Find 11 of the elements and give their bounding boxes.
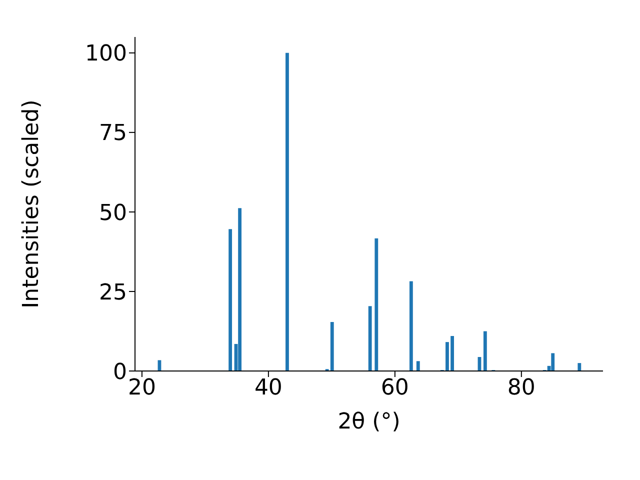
x-tick-label: 60	[380, 376, 409, 401]
x-axis-title: 2θ (°)	[338, 410, 400, 435]
y-tick-label: 0	[113, 360, 127, 385]
x-tick-label: 40	[254, 376, 282, 401]
y-axis-title: Intensities (scaled)	[18, 100, 44, 308]
x-tick-label: 80	[507, 376, 536, 401]
y-tick-label: 75	[99, 121, 127, 146]
y-tick-label: 100	[85, 42, 127, 67]
y-tick-label: 25	[99, 280, 127, 306]
y-tick-label: 50	[99, 200, 127, 226]
x-tick-label: 20	[128, 376, 156, 401]
